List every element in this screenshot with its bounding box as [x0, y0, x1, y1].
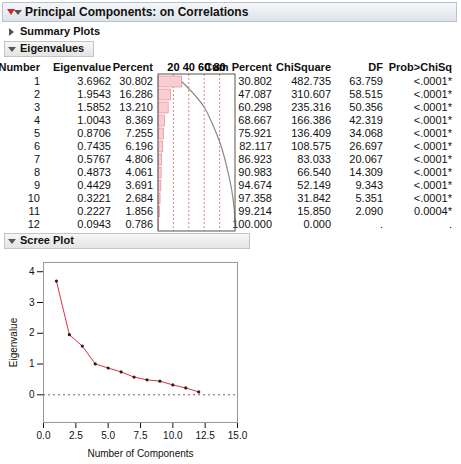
svg-text:1: 1 [29, 358, 35, 369]
svg-text:2.5: 2.5 [69, 430, 83, 441]
svg-text:0.0: 0.0 [37, 430, 51, 441]
svg-text:3: 3 [29, 297, 35, 308]
svg-text:5.0: 5.0 [101, 430, 115, 441]
svg-text:Eigenvalue: Eigenvalue [8, 317, 19, 367]
svg-text:40: 40 [183, 61, 195, 73]
svg-text:20: 20 [167, 61, 179, 73]
svg-text:80: 80 [213, 61, 225, 73]
svg-text:12.5: 12.5 [195, 430, 215, 441]
svg-text:Number of Components: Number of Components [87, 448, 193, 459]
svg-text:15.0: 15.0 [228, 430, 248, 441]
svg-text:60: 60 [198, 61, 210, 73]
svg-text:7.5: 7.5 [134, 430, 148, 441]
svg-text:10.0: 10.0 [163, 430, 183, 441]
svg-text:2: 2 [29, 327, 35, 338]
svg-text:4: 4 [29, 266, 35, 277]
svg-text:0: 0 [29, 389, 35, 400]
